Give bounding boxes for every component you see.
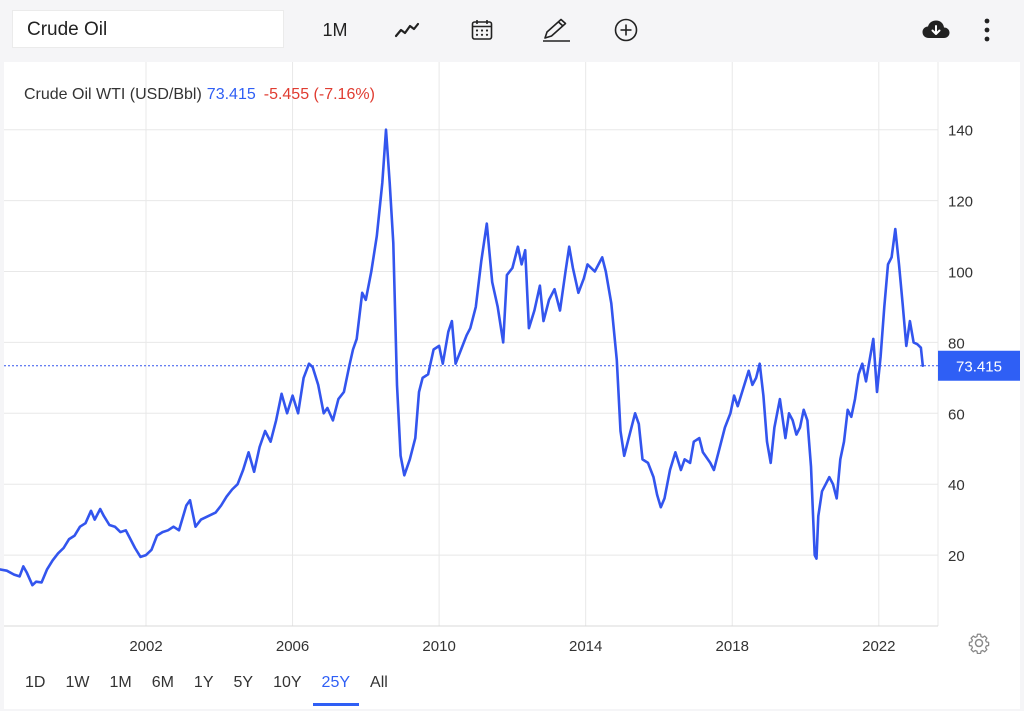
range-1d[interactable]: 1D (25, 674, 46, 691)
calendar-icon[interactable] (466, 12, 498, 48)
range-6m[interactable]: 6M (151, 674, 174, 691)
x-tick-label: 2014 (569, 638, 602, 655)
period-button[interactable]: 1M (322, 19, 348, 40)
last-value-label: 73.415 (956, 359, 1002, 376)
price-series-line (0, 128, 925, 587)
y-tick-label: 80 (948, 335, 965, 352)
range-25y[interactable]: 25Y (312, 666, 360, 706)
y-tick-label: 100 (948, 265, 973, 282)
range-1y[interactable]: 1Y (193, 674, 214, 691)
pencil-icon[interactable] (538, 12, 574, 48)
x-tick-label: 2006 (276, 638, 309, 655)
last-value-badge (938, 350, 1020, 381)
chart-card (4, 62, 1020, 709)
price-change: -5.455 (-7.16%) (263, 86, 375, 103)
y-tick-label: 60 (948, 406, 965, 423)
range-5y[interactable]: 5Y (233, 674, 254, 691)
chart-title: Crude Oil WTI (USD/Bbl) 73.415 -5.455 (-7.… (24, 86, 375, 104)
cloud-download-icon[interactable] (920, 12, 952, 48)
y-tick-label: 20 (948, 548, 965, 565)
x-tick-label: 2022 (862, 638, 895, 655)
range-1w[interactable]: 1W (65, 674, 90, 691)
range-selector: 1D 1W 1M 6M 1Y 5Y 10Y 25Y All (16, 666, 399, 706)
more-vertical-icon[interactable] (976, 12, 998, 48)
current-price: 73.415 (206, 86, 256, 103)
y-tick-label: 40 (948, 477, 965, 494)
range-1m[interactable]: 1M (109, 674, 132, 691)
search-input[interactable]: Crude Oil (12, 10, 284, 48)
line-chart-icon[interactable] (390, 12, 424, 48)
x-tick-label: 2018 (716, 638, 749, 655)
toolbar: Crude Oil 1M (0, 0, 1024, 62)
range-all[interactable]: All (370, 674, 388, 691)
instrument-name: Crude Oil WTI (USD/Bbl) (24, 86, 202, 103)
x-tick-label: 2002 (129, 638, 162, 655)
plus-circle-icon[interactable] (610, 12, 642, 48)
y-tick-label: 120 (948, 194, 973, 211)
y-tick-label: 140 (948, 123, 973, 140)
gear-icon[interactable] (968, 632, 990, 655)
x-tick-label: 2010 (422, 638, 455, 655)
range-10y[interactable]: 10Y (273, 674, 302, 691)
